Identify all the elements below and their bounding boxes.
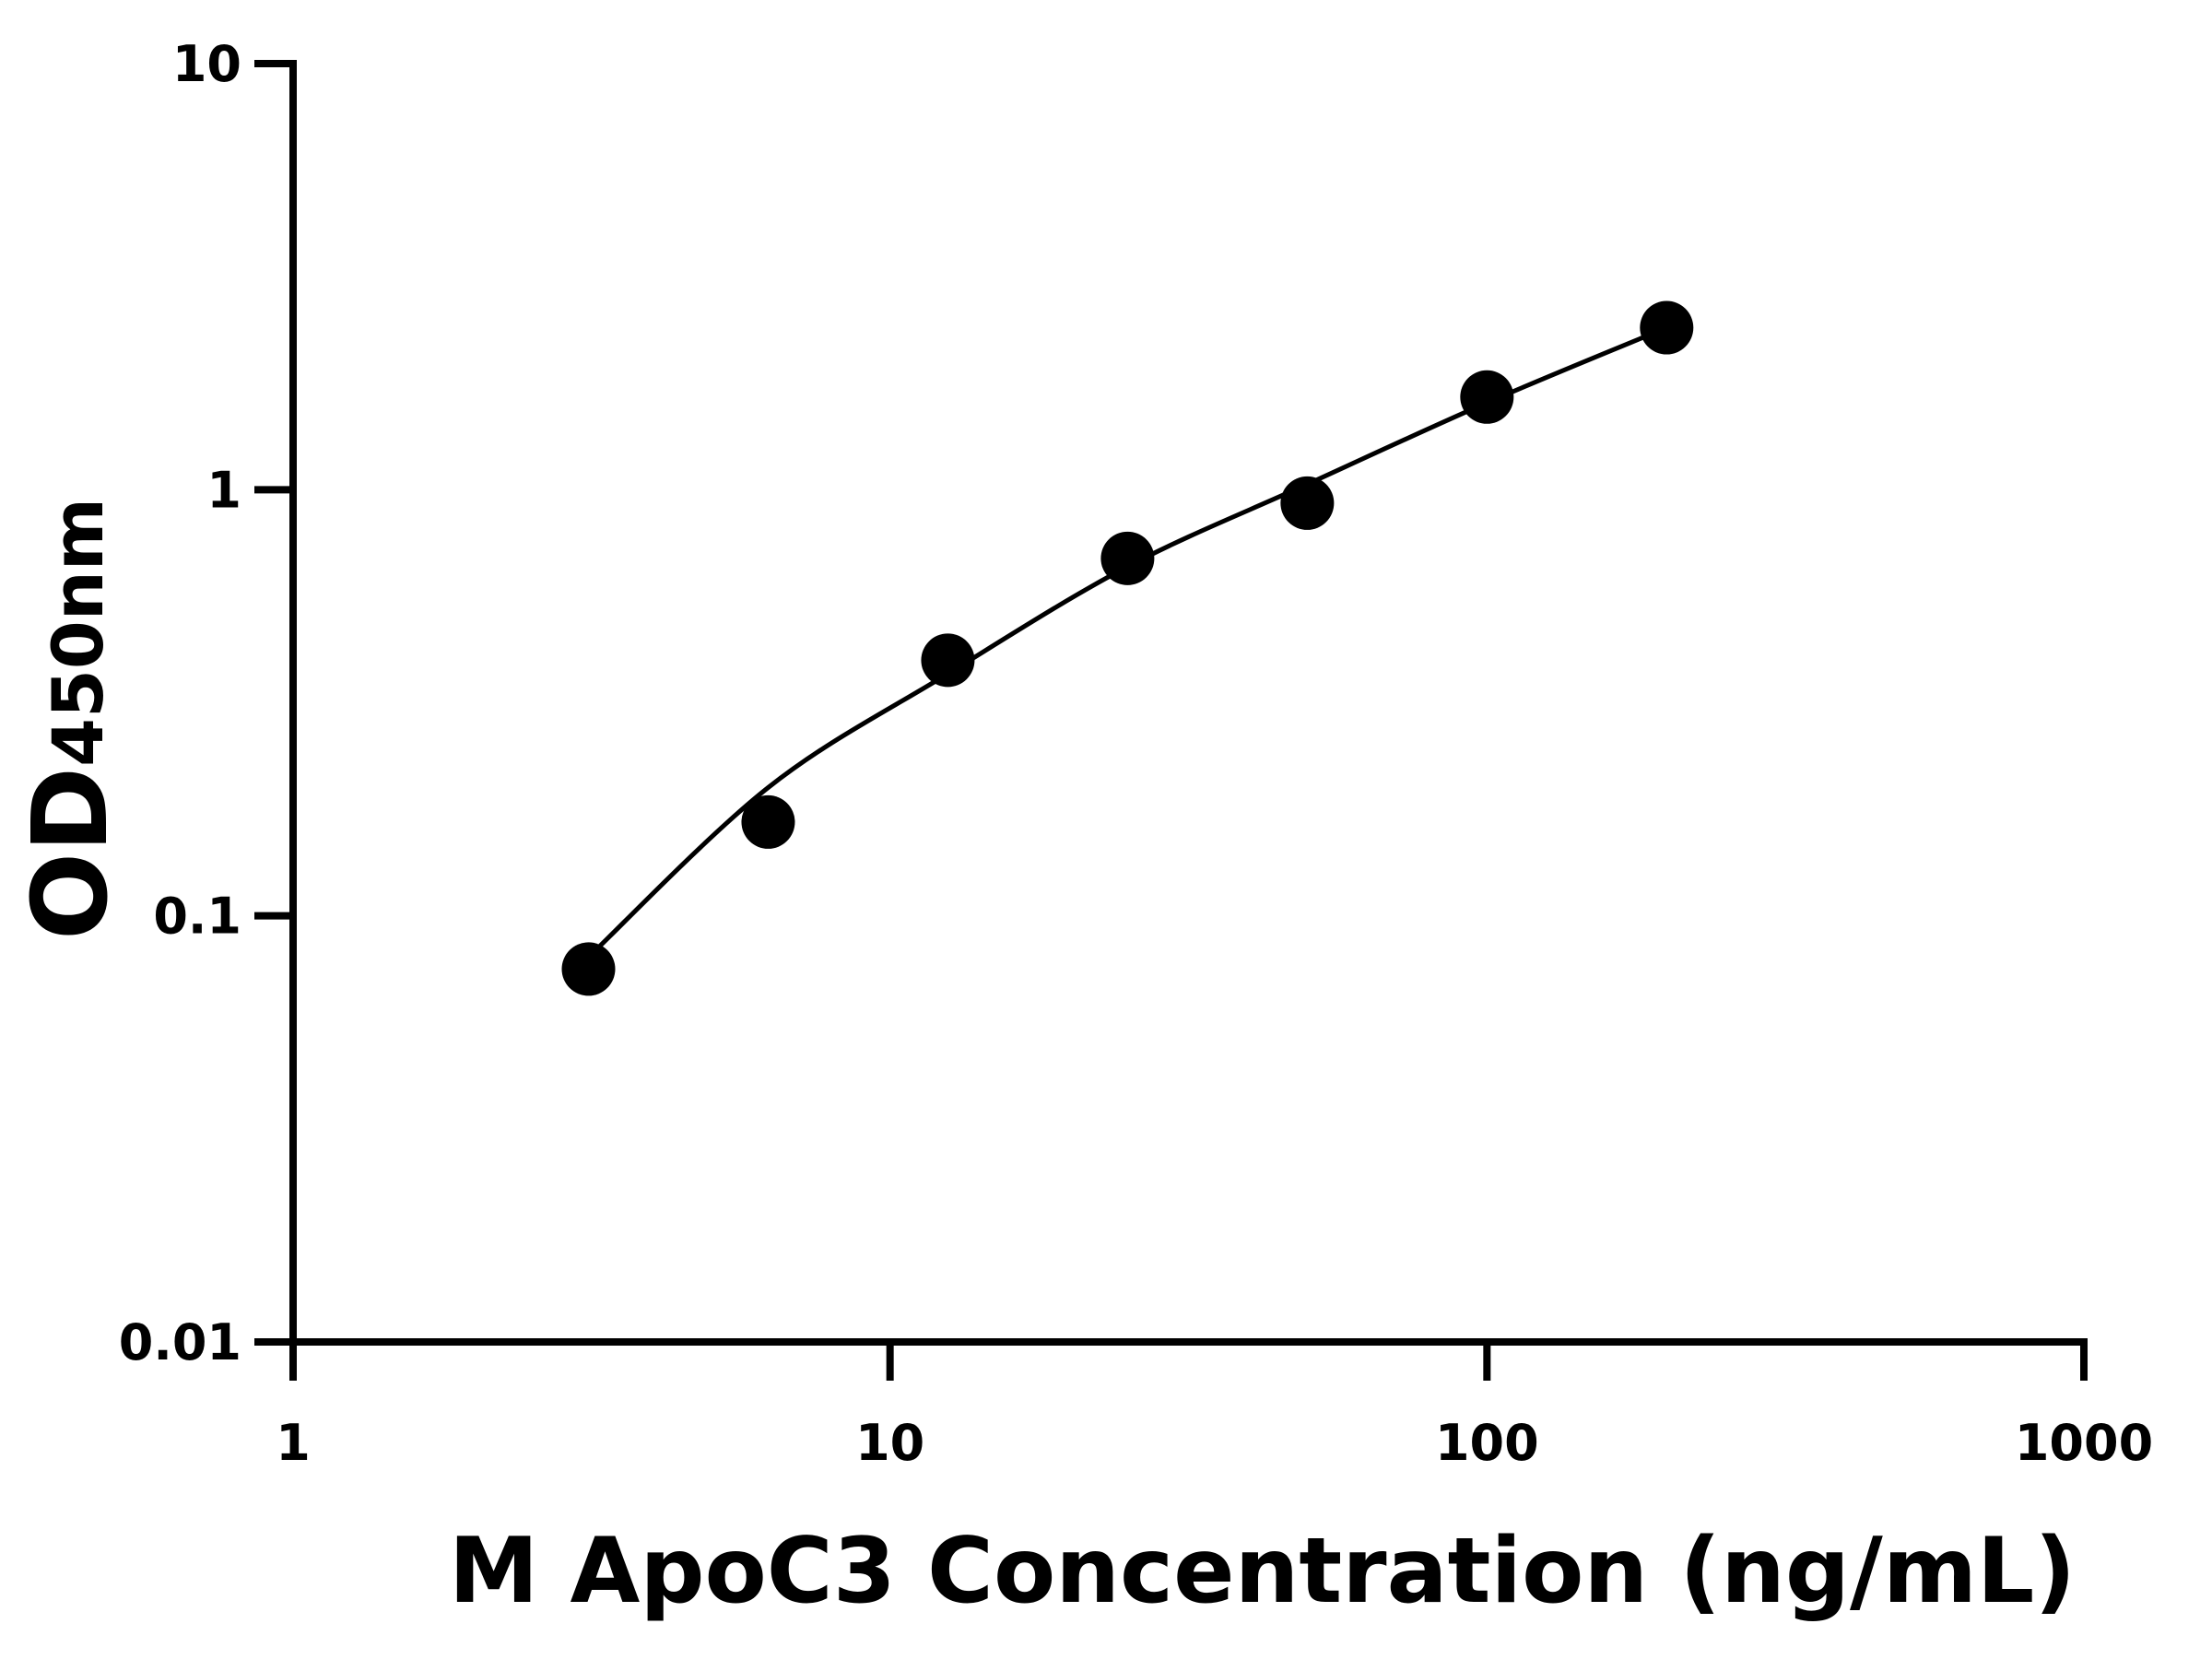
x-tick-label: 1000 (2015, 1414, 2153, 1472)
data-point (1100, 531, 1155, 585)
fit-curve (586, 325, 1668, 959)
y-tick-label: 1 (206, 461, 241, 519)
x-tick-label: 100 (1435, 1414, 1539, 1472)
x-axis-title: M ApoC3 Concentration (ng/mL) (449, 1519, 2076, 1624)
data-point (1640, 300, 1694, 355)
y-axis-title-subscript: 450nm (37, 498, 119, 767)
x-tick-label: 1 (276, 1414, 311, 1472)
data-point (921, 633, 975, 688)
y-tick-label: 10 (172, 35, 241, 93)
y-tick-label: 0.01 (119, 1313, 241, 1371)
data-point (1280, 476, 1335, 530)
data-point (741, 794, 795, 849)
data-point (561, 942, 616, 996)
y-tick-label: 0.1 (153, 888, 241, 946)
y-axis-title-main: OD (11, 767, 131, 940)
y-axis-title: OD450nm (11, 498, 131, 940)
data-point (1460, 370, 1514, 424)
x-tick-label: 10 (855, 1414, 924, 1472)
